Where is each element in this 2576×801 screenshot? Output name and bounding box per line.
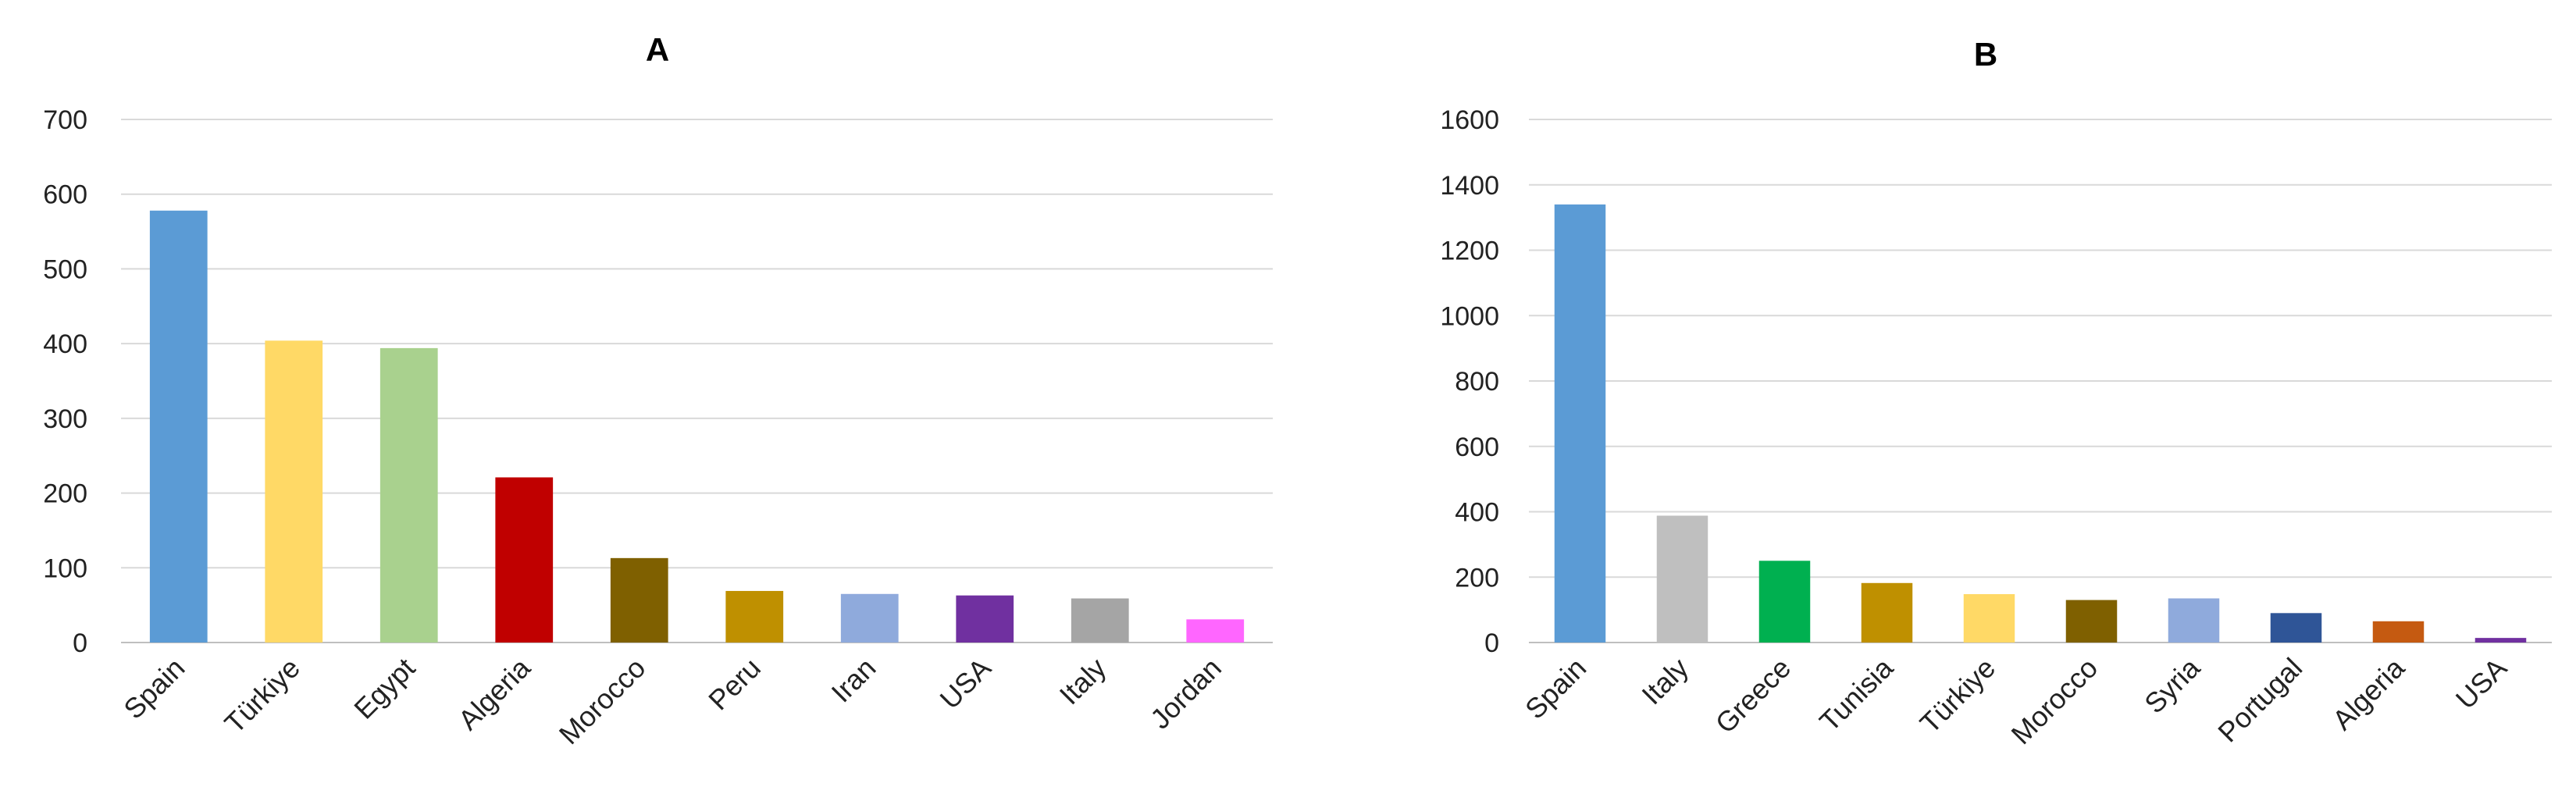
b-y-tick-label: 1000: [1440, 301, 1499, 331]
b-bar-tunisia: [1861, 582, 1913, 643]
b-category-label: Tunisia: [1813, 651, 1900, 738]
chart-a: A 0 100 200 300 400 500 600 700 Spain Türkiye Egy…: [43, 31, 1273, 751]
a-category-label: Italy: [1053, 652, 1113, 711]
a-y-tick-label: 0: [73, 628, 87, 658]
a-y-tick-label: 200: [43, 479, 87, 509]
b-y-tick-label: 600: [1455, 433, 1499, 462]
b-y-tick-label: 200: [1455, 563, 1499, 593]
b-bar-italy: [1656, 515, 1708, 643]
a-y-tick-label: 600: [43, 180, 87, 210]
a-bar-iran: [840, 593, 899, 643]
b-y-tick-label: 800: [1455, 367, 1499, 397]
b-y-tick-label: 0: [1484, 628, 1499, 658]
a-bar-egypt: [379, 347, 438, 643]
a-y-tick-label: 400: [43, 329, 87, 359]
a-bar-morocco: [610, 557, 668, 643]
a-y-tick-label: 500: [43, 255, 87, 284]
a-bar-usa: [956, 595, 1014, 643]
a-bar-algeria: [495, 477, 554, 643]
a-category-label: Egypt: [347, 652, 421, 725]
a-category-label: Iran: [825, 652, 882, 709]
b-category-label: Portugal: [2211, 652, 2308, 749]
a-category-label: Spain: [117, 652, 191, 725]
b-category-label: Italy: [1635, 652, 1694, 711]
b-category-label: Algeria: [2326, 651, 2411, 736]
a-bar-türkiye: [265, 340, 323, 643]
b-category-label: Spain: [1519, 652, 1592, 725]
b-bar-morocco: [2065, 600, 2118, 643]
b-bar-greece: [1758, 561, 1811, 643]
b-category-label: Morocco: [2005, 652, 2104, 751]
a-category-label: Peru: [702, 652, 767, 717]
b-category-label: Greece: [1709, 652, 1797, 739]
a-category-label: Algeria: [452, 651, 537, 736]
a-category-label: USA: [934, 652, 997, 715]
b-bar-portugal: [2270, 613, 2322, 643]
b-category-label: Syria: [2138, 651, 2207, 720]
a-y-tick-label: 300: [43, 404, 87, 434]
b-y-tick-label: 400: [1455, 498, 1499, 528]
b-bar-algeria: [2372, 621, 2425, 643]
a-category-label: Türkiye: [218, 652, 305, 739]
a-bar-jordan: [1186, 619, 1245, 643]
a-y-tick-label: 700: [43, 105, 87, 135]
b-category-label: USA: [2450, 652, 2513, 715]
b-bar-usa: [2474, 638, 2527, 643]
b-y-tick-label: 1400: [1440, 171, 1499, 201]
chart-a-title: A: [646, 31, 669, 68]
a-category-label: Morocco: [553, 652, 652, 751]
b-category-label: Türkiye: [1914, 652, 2001, 739]
b-bar-spain: [1554, 204, 1606, 643]
chart-b: B 0 200 400 600 800 1000 1200 1400 1600 Spain Ita…: [1440, 36, 2552, 751]
chart-b-title: B: [1974, 36, 1997, 73]
a-y-tick-label: 100: [43, 554, 87, 583]
a-category-label: Jordan: [1144, 652, 1227, 735]
b-bar-syria: [2168, 598, 2220, 643]
b-bar-türkiye: [1963, 594, 2015, 643]
a-bar-spain: [149, 210, 208, 643]
a-bar-peru: [725, 590, 784, 643]
a-bar-italy: [1071, 598, 1129, 643]
b-y-tick-label: 1200: [1440, 237, 1499, 266]
b-y-tick-label: 1600: [1440, 105, 1499, 135]
